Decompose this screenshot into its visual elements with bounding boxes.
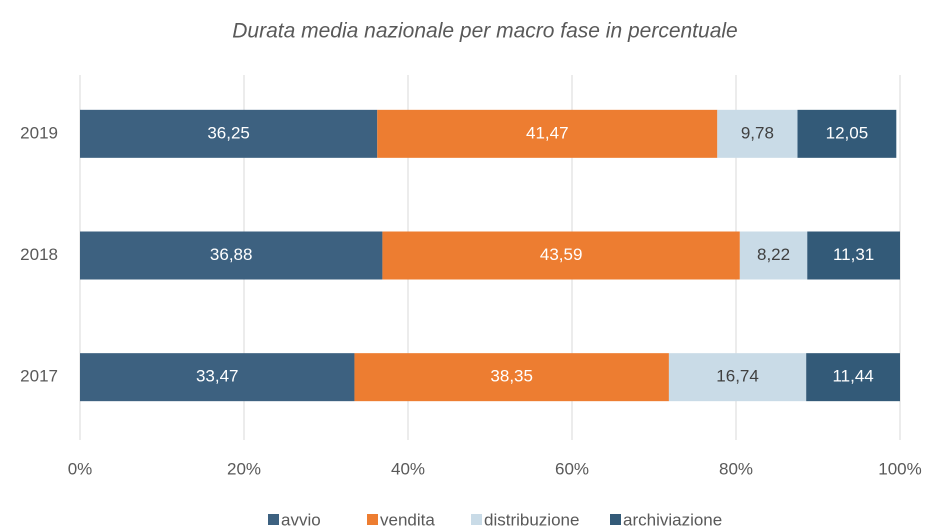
chart-title: Durata media nazionale per macro fase in… [232, 20, 737, 43]
bar-segment [797, 109, 897, 158]
legend-label: archiviazione [623, 510, 722, 529]
legend-swatch [471, 514, 482, 525]
legend-swatch [268, 514, 279, 525]
legend-swatch [610, 514, 621, 525]
bar-segment [80, 231, 383, 280]
x-tick-label: 0% [68, 459, 93, 478]
legend-label: vendita [380, 510, 435, 529]
data-label: 36,25 [207, 123, 250, 142]
bar-segment [382, 231, 740, 280]
data-label: 11,44 [832, 367, 873, 386]
data-label: 38,35 [490, 367, 533, 386]
data-label: 9,78 [741, 123, 774, 142]
bar-segment [377, 109, 718, 158]
data-label: 43,59 [540, 245, 583, 264]
x-tick-label: 20% [227, 459, 261, 478]
legend-swatch [367, 514, 378, 525]
bar-segment [80, 353, 355, 402]
data-label: 8,22 [757, 245, 790, 264]
data-label: 41,47 [526, 123, 569, 142]
legend-label: distribuzione [484, 510, 579, 529]
data-label: 33,47 [196, 367, 239, 386]
data-label: 12,05 [826, 123, 869, 142]
x-tick-label: 80% [719, 459, 753, 478]
y-tick-label: 2018 [20, 245, 58, 264]
bar-segment [668, 353, 807, 402]
y-tick-label: 2019 [20, 123, 58, 142]
data-label: 16,74 [716, 367, 759, 386]
x-tick-label: 60% [555, 459, 589, 478]
bar-segment [807, 231, 900, 280]
bar-segment [806, 353, 900, 402]
bar-segment [717, 109, 798, 158]
x-tick-label: 100% [878, 459, 921, 478]
bar-segment [80, 109, 378, 158]
bar-segment [354, 353, 669, 402]
y-tick-label: 2017 [20, 367, 58, 386]
data-label: 36,88 [210, 245, 253, 264]
data-label: 11,31 [833, 245, 874, 264]
bar-segment [739, 231, 808, 280]
x-tick-label: 40% [391, 459, 425, 478]
legend-label: avvio [281, 510, 321, 529]
